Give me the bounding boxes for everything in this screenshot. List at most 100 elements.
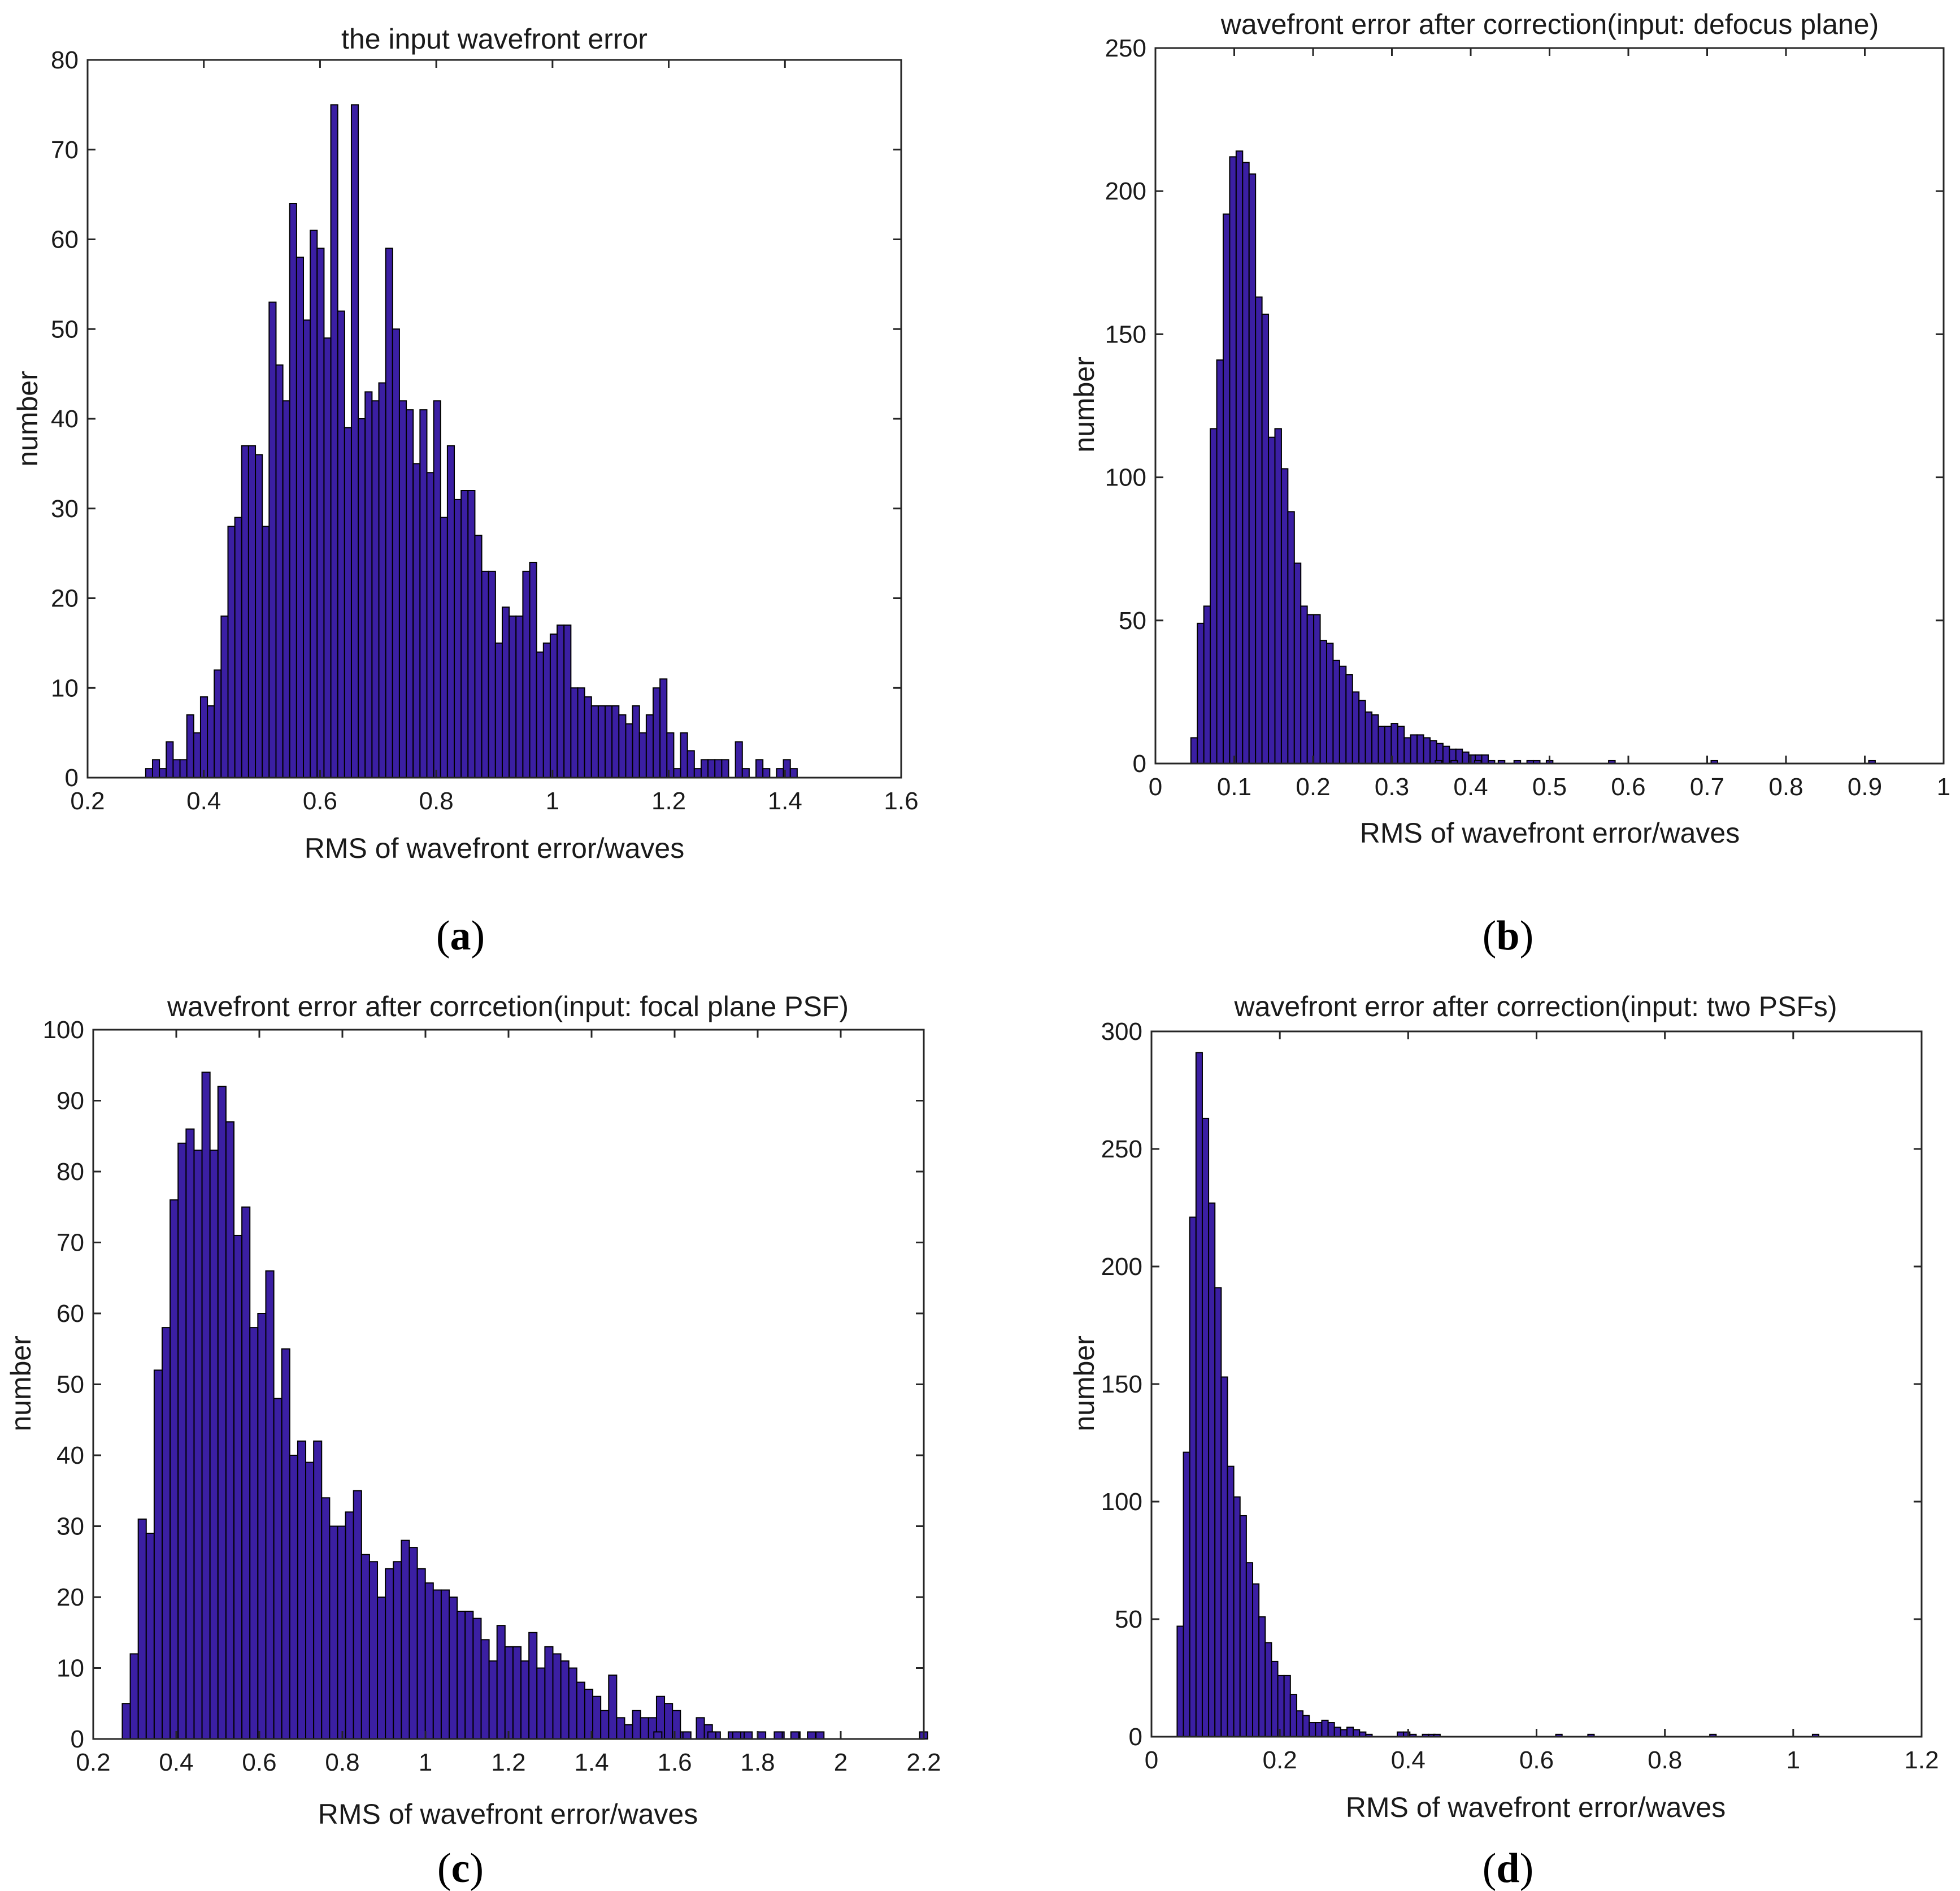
histogram-bar-c — [329, 1525, 338, 1740]
x-tick-label-d: 0.6 — [1519, 1746, 1554, 1774]
histogram-bar-c — [432, 1589, 442, 1740]
histogram-bar-a — [741, 768, 750, 779]
x-tick-label-c: 2.2 — [906, 1749, 941, 1776]
y-axis-label-b: number — [1068, 357, 1100, 453]
histogram-bar-a — [686, 750, 695, 779]
histogram-bar-b — [1313, 614, 1321, 765]
histogram-bar-b — [1351, 691, 1360, 765]
chart-title-d: wavefront error after correction(input: … — [1233, 991, 1837, 1022]
histogram-bar-c — [145, 1533, 155, 1740]
histogram-bar-a — [350, 104, 359, 779]
y-tick-label-c: 100 — [43, 1016, 84, 1044]
y-tick-label-b: 50 — [1119, 607, 1146, 635]
x-tick-label-b: 0 — [1149, 773, 1162, 801]
histogram-bar-c — [121, 1703, 131, 1740]
x-tick-label-a: 1 — [546, 787, 559, 815]
x-tick-label-c: 0.4 — [159, 1749, 193, 1776]
histogram-bar-c — [385, 1568, 394, 1740]
panel-c: wavefront error after corrcetion(input: … — [5, 991, 941, 1891]
x-tick-label-d: 1 — [1787, 1746, 1800, 1774]
histogram-bar-a — [426, 472, 434, 778]
histogram-bar-a — [193, 732, 201, 779]
panel-label-b: (b) — [1483, 913, 1533, 959]
histogram-bar-c — [416, 1568, 426, 1740]
histogram-bar-c — [457, 1611, 466, 1740]
x-axis-label-a: RMS of wavefront error/waves — [305, 832, 684, 864]
x-tick-label-b: 0.8 — [1768, 773, 1803, 801]
y-tick-label-a: 0 — [65, 764, 79, 792]
histogram-bar-c — [209, 1150, 219, 1740]
x-tick-label-c: 1 — [419, 1749, 432, 1776]
histogram-bar-b — [1423, 737, 1431, 765]
histogram-bar-b — [1332, 660, 1340, 764]
histogram-bar-a — [220, 615, 229, 778]
x-tick-label-b: 0.6 — [1611, 773, 1645, 801]
y-tick-label-b: 0 — [1133, 750, 1146, 778]
histogram-bar-a — [454, 498, 462, 779]
y-tick-label-c: 90 — [57, 1087, 84, 1115]
histogram-bar-a — [549, 634, 558, 778]
histogram-bar-d — [1333, 1727, 1341, 1738]
histogram-bar-a — [707, 759, 716, 778]
histogram-bar-c — [201, 1072, 211, 1740]
y-tick-label-a: 70 — [51, 136, 79, 164]
histogram-bar-c — [640, 1717, 649, 1740]
histogram-bar-c — [632, 1710, 641, 1740]
histogram-bar-b — [1397, 726, 1405, 765]
histogram-bar-c — [233, 1234, 243, 1740]
histogram-bar-c — [408, 1547, 418, 1740]
histogram-bar-a — [262, 526, 270, 778]
histogram-bar-a — [344, 427, 352, 779]
x-tick-label-b: 1 — [1937, 773, 1950, 801]
histogram-bar-d — [1252, 1583, 1260, 1738]
histogram-bar-c — [393, 1561, 402, 1740]
y-tick-label-c: 30 — [57, 1513, 84, 1541]
y-tick-label-d: 250 — [1101, 1135, 1142, 1163]
histogram-bar-c — [368, 1561, 379, 1740]
histogram-bar-c — [520, 1660, 530, 1740]
histogram-bar-d — [1353, 1729, 1361, 1738]
histogram-bar-c — [257, 1313, 267, 1740]
histogram-bar-c — [672, 1710, 681, 1740]
histogram-bar-c — [170, 1199, 179, 1740]
histogram-bar-b — [1274, 428, 1282, 764]
bars-b — [1190, 150, 1876, 765]
x-tick-label-c: 0.8 — [325, 1749, 359, 1776]
y-tick-label-d: 200 — [1101, 1253, 1142, 1281]
panel-label-d: (d) — [1483, 1845, 1533, 1891]
x-tick-label-d: 0.8 — [1648, 1746, 1682, 1774]
histogram-bar-c — [560, 1660, 570, 1740]
bars-d — [1176, 1052, 1820, 1738]
histogram-bar-d — [1321, 1719, 1329, 1737]
histogram-bar-b — [1358, 700, 1366, 764]
x-tick-label-a: 1.6 — [884, 787, 918, 815]
histogram-bar-a — [509, 615, 517, 778]
histogram-bar-a — [570, 687, 579, 778]
histogram-bar-c — [249, 1327, 259, 1740]
histogram-bar-c — [273, 1398, 283, 1740]
histogram-bar-a — [371, 400, 380, 778]
histogram-bar-a — [721, 759, 729, 778]
x-tick-label-d: 1.2 — [1904, 1746, 1939, 1774]
histogram-bar-c — [512, 1646, 522, 1740]
panel-d: wavefront error after correction(input: … — [1068, 991, 1939, 1891]
histogram-bar-a — [234, 517, 242, 779]
histogram-bar-c — [552, 1653, 562, 1740]
x-tick-label-c: 1.2 — [491, 1749, 525, 1776]
histogram-bar-c — [732, 1731, 742, 1740]
y-tick-label-b: 200 — [1105, 177, 1146, 205]
histogram-bar-d — [1277, 1675, 1285, 1738]
histogram-bar-a — [364, 391, 373, 779]
histogram-bar-a — [494, 642, 503, 779]
histogram-bar-c — [241, 1206, 251, 1740]
histogram-bar-b — [1280, 468, 1289, 764]
histogram-bar-c — [424, 1582, 434, 1740]
y-axis-label-a: number — [12, 371, 44, 467]
histogram-bar-c — [377, 1597, 386, 1740]
y-tick-label-b: 150 — [1105, 320, 1146, 348]
y-tick-label-c: 60 — [57, 1300, 84, 1328]
histogram-bar-a — [289, 203, 297, 778]
histogram-bar-c — [313, 1440, 323, 1740]
chart-title-a: the input wavefront error — [341, 23, 647, 55]
